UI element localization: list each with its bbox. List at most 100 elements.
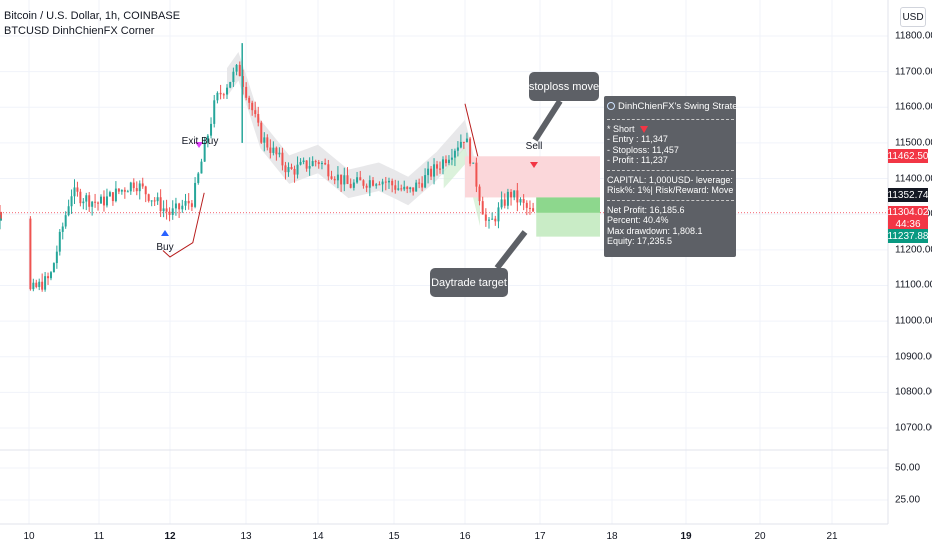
max-drawdown: Max drawdown: 1,808.1 [607,225,703,236]
candle-body [472,162,475,164]
candle-body [272,147,275,153]
candle-body [111,192,114,202]
candle-body [94,201,97,203]
candle-body [349,183,352,188]
sell-arrow-icon [530,162,538,168]
candle-body [102,196,105,206]
candle-body [394,185,397,190]
candle-body [278,152,281,155]
candle-body [235,64,238,72]
candle-body [421,183,424,188]
signal-markers [161,99,563,270]
time-label: 14 [312,531,324,542]
candle-body [478,186,481,202]
profit-zone [536,197,600,213]
trade-zones [465,156,600,237]
candle-body [38,281,41,287]
candle-body [375,184,378,186]
candle-body [219,92,222,95]
candle-body [427,168,430,176]
trade-side: * Short [607,123,635,134]
candle-body [284,165,287,173]
candle-body [58,231,61,252]
candle-body [287,167,290,173]
candle-body [368,180,371,188]
candle-body [462,141,465,143]
candle-body [465,138,468,143]
price-label: 11800.00 [895,30,932,42]
price-label: 11700.00 [895,66,932,78]
candle-body [513,190,516,198]
price-label: 10800.00 [895,386,932,398]
candle-body [187,200,190,204]
candle-body [409,187,412,190]
candle-body [138,183,141,192]
indicator-title[interactable]: BTCUSD DinhChienFX Corner [4,25,155,37]
candle-body [356,177,359,183]
price-label: 11000.00 [895,315,932,327]
price-tag: 44:36 [888,217,928,232]
candle-body [447,159,450,164]
daytrade-target-callout: Daytrade target [430,268,508,297]
candle-body [44,276,47,290]
candle-body [248,97,251,103]
candle-body [290,167,293,169]
candle-body [200,161,203,174]
trade-profit: - Profit : 11,237 [607,155,668,165]
candle-body [330,176,333,179]
candle-body [433,164,436,177]
strategy-info-panel: DinhChienFX's Swing Strategy * Short - E… [604,96,736,257]
stoploss-move-callout: stoploss move [529,72,599,101]
candle-body [506,191,509,206]
time-label: 11 [93,531,105,542]
candle-body [403,186,406,190]
candle-body [73,187,76,197]
price-tag: 11352.74 [887,188,929,203]
candle-body [439,168,442,170]
candle-body [165,208,168,212]
candle-body [387,180,390,183]
candle-body [41,281,44,290]
candle-body [516,190,519,203]
candle-body [391,180,394,186]
net-profit: Net Profit: 16,185.6 [607,204,685,215]
price-tag: 11462.50 [887,149,929,164]
candle-body [424,175,427,188]
candle-body [503,199,506,206]
candle-body [260,122,263,143]
candle-body [210,123,213,136]
candle-body [153,200,156,202]
candle-body [400,188,403,190]
candle-body [156,197,159,202]
buy-arrow-icon [161,230,169,236]
candle-body [340,174,343,185]
candle-body [481,201,484,215]
candle-body [397,188,400,190]
candle-body [105,196,108,206]
search-icon [607,102,615,111]
capital-line: CAPITAL: 1,000USD- leverage: 1:100 [607,174,736,185]
candle-body [226,87,228,95]
candle-body [522,199,525,203]
candle-body [305,160,308,169]
candle-body [144,186,147,195]
currency-button[interactable]: USD [900,7,926,27]
candle-body [52,263,55,273]
candle-body [352,182,355,188]
candle-body [281,152,284,166]
candle-body [99,196,102,204]
candle-body [184,200,187,206]
candle-body [190,203,193,207]
candle-body [494,218,497,222]
candle-body [346,175,349,184]
candle-body [181,205,184,210]
candle-body [129,182,132,192]
candle-body [343,175,346,185]
candle-body [311,161,314,167]
candle-body [238,64,241,77]
candle-body [296,164,299,175]
candle-body [324,162,327,165]
candle-body [412,187,415,192]
candle-body [362,180,365,186]
